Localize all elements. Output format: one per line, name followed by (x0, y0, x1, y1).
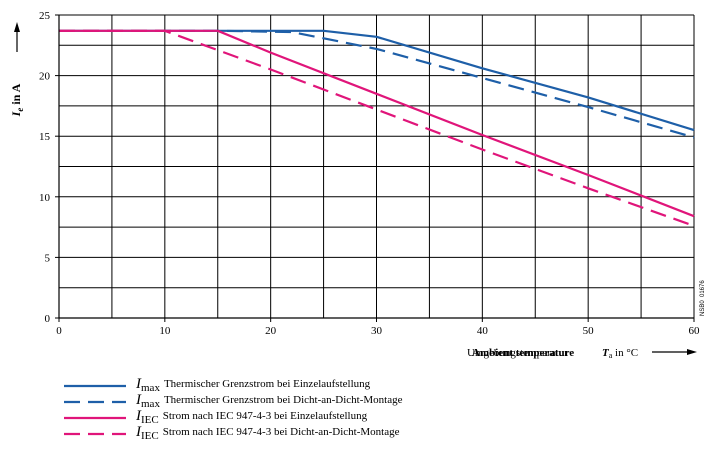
legend-label: Strom nach IEC 947-4-3 bei Einzelaufstel… (162, 410, 368, 422)
legend-swatch (64, 411, 126, 423)
legend-symbol: I (136, 376, 141, 392)
legend-symbol: I (136, 392, 141, 408)
legend-item: I IEC Strom nach IEC 947-4-3 bei Einzelauf… (64, 407, 403, 426)
y-tick-label: 5 (45, 252, 51, 264)
x-tick-label: 20 (265, 325, 277, 337)
legend-label: Strom nach IEC 947-4-3 bei Dicht-an-Dich… (162, 426, 400, 438)
y-tick-label: 0 (45, 313, 51, 325)
series-line-3 (59, 29, 695, 218)
y-tick-label: 15 (39, 131, 51, 143)
x-tick-label: 40 (477, 325, 489, 337)
y-axis-label: Ie in A (9, 83, 25, 117)
figure-code: NSB0_01676 (700, 280, 704, 316)
x-tick-label: 10 (159, 325, 171, 337)
tick-labels: 0 10 20 30 40 50 60 0 5 10 15 20 25 (39, 10, 700, 337)
legend-subscript: max (141, 382, 160, 394)
legend-subscript: max (141, 398, 160, 410)
x-axis-unit: Ta in °C (602, 347, 638, 360)
legend-label: Thermischer Grenzstrom bei Einzelaufstel… (163, 378, 371, 390)
x-tick-label: 0 (56, 325, 62, 337)
x-axis-label: Umgebungstemperatur (467, 347, 568, 359)
legend-swatch (64, 427, 126, 439)
legend-swatch (64, 379, 126, 391)
legend-subscript: IEC (141, 430, 159, 442)
chart: 0 10 20 30 40 50 60 0 5 10 15 20 25 Ie in A Umgebungs… (9, 10, 704, 360)
series-lines (59, 29, 695, 227)
y-tick-label: 20 (39, 71, 51, 83)
x-tick-label: 30 (371, 325, 383, 337)
grid (58, 14, 695, 319)
x-tick-label: 50 (583, 325, 595, 337)
x-tick-label: 60 (689, 325, 701, 337)
x-axis-label-overlay: Ambient temperature (472, 347, 574, 359)
x-axis-arrowhead (687, 349, 697, 355)
legend-subscript: IEC (141, 414, 159, 426)
series-line-4 (59, 29, 695, 227)
legend-item: I IEC Strom nach IEC 947-4-3 bei Dicht-an-… (64, 423, 403, 442)
y-axis-arrowhead (14, 22, 20, 32)
legend-symbol: I (136, 424, 141, 440)
legend-symbol: I (136, 408, 141, 424)
y-tick-label: 10 (39, 192, 51, 204)
y-tick-label: 25 (39, 10, 51, 22)
legend-label: Thermischer Grenzstrom bei Dicht-an-Dich… (163, 394, 403, 406)
legend-swatch (64, 395, 126, 407)
